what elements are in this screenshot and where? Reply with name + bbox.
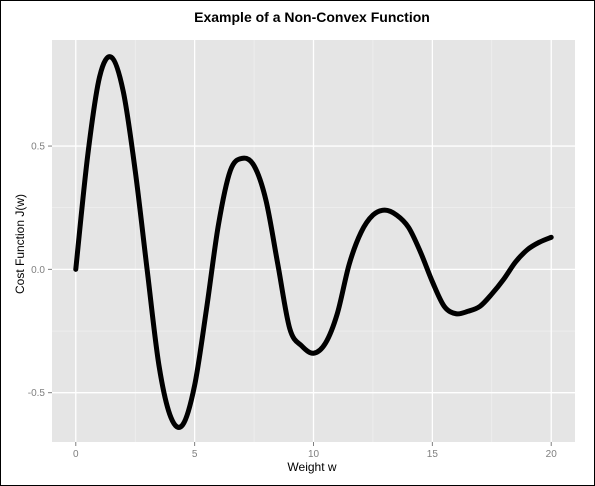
y-tick-label: 0.5 bbox=[31, 142, 45, 153]
x-tick-label: 20 bbox=[546, 449, 558, 460]
x-tick-label: 5 bbox=[192, 449, 198, 460]
y-tick-label: -0.5 bbox=[28, 388, 46, 399]
y-axis-ticks: -0.5 0.0 0.5 bbox=[28, 142, 52, 399]
y-axis-title: Cost Function J(w) bbox=[13, 194, 27, 294]
x-axis-ticks: 0 5 10 15 20 bbox=[73, 442, 557, 460]
chart-title: Example of a Non-Convex Function bbox=[194, 9, 430, 25]
x-axis-title: Weight w bbox=[287, 460, 336, 474]
series-line-cost-function bbox=[73, 54, 554, 430]
x-tick-label: 15 bbox=[427, 449, 439, 460]
x-tick-label: 0 bbox=[73, 449, 79, 460]
x-tick-label: 10 bbox=[308, 449, 320, 460]
grid-major bbox=[52, 40, 575, 442]
y-tick-label: 0.0 bbox=[31, 265, 45, 276]
